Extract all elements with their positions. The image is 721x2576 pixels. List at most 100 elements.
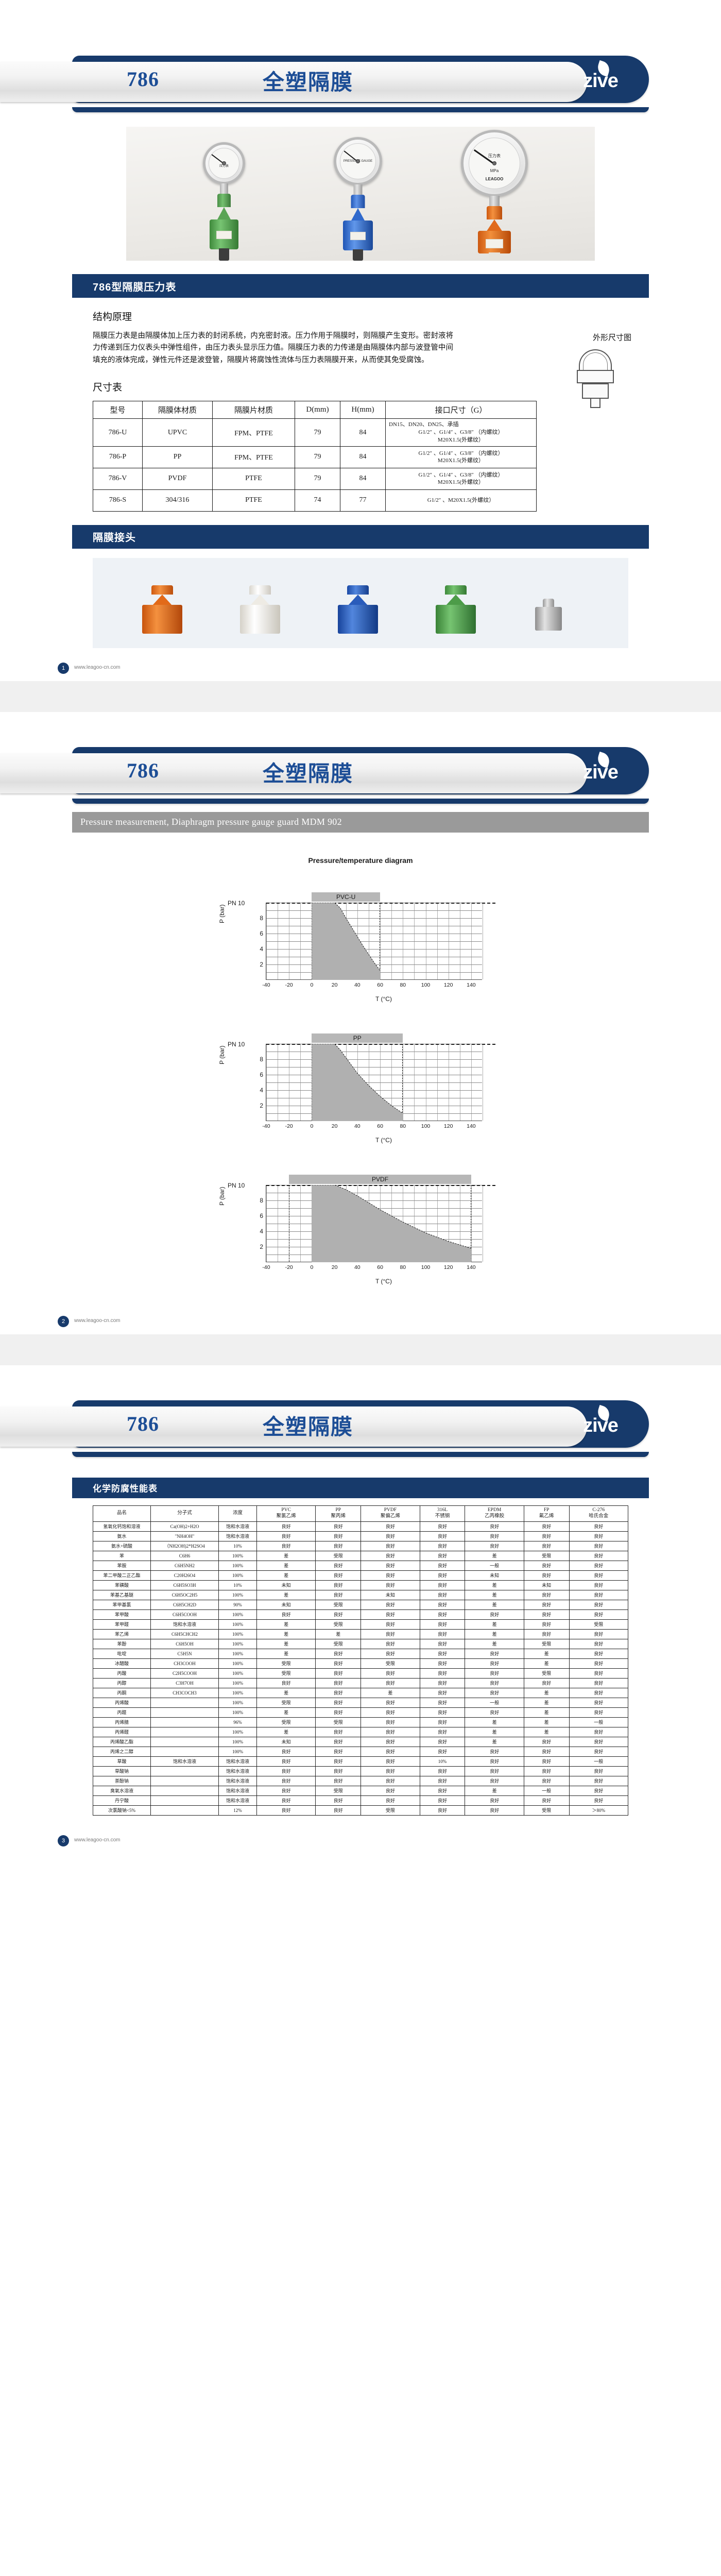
- chem-conc-cell: 饱和水溶液: [218, 1756, 257, 1767]
- chem-rating-cell: 良好: [569, 1580, 629, 1590]
- y-tick: 4: [260, 945, 263, 953]
- gridline-v: [414, 902, 415, 979]
- chem-name-cell: 丙醇: [93, 1677, 151, 1688]
- connection-stem: [489, 252, 500, 261]
- curve-area: [312, 902, 381, 980]
- drawing-body-bottom: [582, 383, 609, 399]
- chem-name-cell: 草酸: [93, 1756, 151, 1767]
- x-tick: -40: [262, 981, 270, 988]
- chem-rating-cell: 受限: [523, 1668, 570, 1679]
- chem-rating-cell: 良好: [523, 1589, 570, 1600]
- dimension-table: 型号 隔膜体材质 隔膜片材质 D(mm) H(mm) 接口尺寸（G） 786-U…: [93, 401, 537, 512]
- chem-formula-cell: CH3COCH3: [150, 1687, 219, 1698]
- gridline-v: [414, 1043, 415, 1121]
- chem-rating-cell: 良好: [569, 1736, 629, 1747]
- chem-rating-cell: 良好: [569, 1668, 629, 1679]
- chem-rating-cell: 良好: [360, 1775, 420, 1786]
- x-tick: 120: [443, 1123, 453, 1129]
- chem-formula-cell: [150, 1785, 219, 1796]
- y-tick: 8: [260, 1055, 263, 1063]
- chem-rating-cell: 受限: [523, 1638, 570, 1649]
- curve-area: [312, 1184, 472, 1262]
- chem-rating-cell: 良好: [256, 1521, 316, 1532]
- chem-rating-cell: 差: [256, 1629, 316, 1639]
- gauge-neck: [489, 196, 500, 207]
- chem-rating-cell: 良好: [465, 1766, 524, 1776]
- y-tick: 6: [260, 1071, 263, 1078]
- chem-rating-cell: 良好: [315, 1795, 362, 1806]
- chem-formula-cell: C3H7OH: [150, 1677, 219, 1688]
- y-tick: 6: [260, 929, 263, 937]
- chem-rating-cell: 良好: [315, 1589, 362, 1600]
- joint-cap: [249, 585, 271, 595]
- chem-rating-cell: 良好: [419, 1599, 466, 1610]
- chem-rating-cell: 良好: [315, 1580, 362, 1590]
- chem-rating-cell: 良好: [569, 1726, 629, 1737]
- chem-rating-cell: 受限: [360, 1805, 420, 1816]
- chem-rating-cell: 良好: [360, 1609, 420, 1620]
- chem-rating-cell: 良好: [315, 1687, 362, 1698]
- chem-rating-cell: 差: [465, 1736, 524, 1747]
- joint-base: [142, 604, 182, 634]
- joint-cap: [445, 585, 467, 595]
- th-height: H(mm): [340, 401, 386, 419]
- joint-blue: [324, 585, 391, 635]
- drawing-stem: [590, 399, 600, 408]
- chem-rating-cell: 受限: [256, 1697, 316, 1708]
- chem-th-5: PVDF 聚偏乙烯: [360, 1505, 420, 1522]
- connection-cell: G1/2″ 、G1/4″ 、G3/8″ （内螺纹） M20X1.5(外螺纹）: [385, 446, 537, 468]
- gauge-neck: [220, 183, 228, 195]
- footer-url[interactable]: www.leagoo-cn.com: [74, 1317, 121, 1324]
- chem-rating-cell: 良好: [523, 1521, 570, 1532]
- chem-rating-cell: 差: [465, 1580, 524, 1590]
- chem-conc-cell: 100%: [218, 1668, 257, 1679]
- chem-formula-cell: C6H5CHCH2: [150, 1629, 219, 1639]
- chem-formula-cell: 饱和水溶液: [150, 1619, 219, 1630]
- y-tick: 2: [260, 1101, 263, 1109]
- chem-rating-cell: 良好: [419, 1589, 466, 1600]
- chem-rating-cell: 良好: [360, 1795, 420, 1806]
- footer-url[interactable]: www.leagoo-cn.com: [74, 664, 121, 670]
- chem-th-6: 316L 不锈钢: [419, 1505, 466, 1522]
- chem-rating-cell: 良好: [360, 1550, 420, 1561]
- chem-rating-cell: 差: [465, 1599, 524, 1610]
- chem-rating-cell: 良好: [465, 1658, 524, 1669]
- page-number-badge: 2: [58, 1315, 69, 1327]
- chem-table-row: 苯二甲酸二正乙酯 C20H26O4 100% 差良好 良好 良好 未知 良好 良好: [93, 1570, 629, 1581]
- pn-10-line: [266, 902, 495, 904]
- chem-conc-cell: 100%: [218, 1746, 257, 1757]
- connection-stem: [353, 249, 363, 261]
- chem-rating-cell: 良好: [569, 1540, 629, 1551]
- chem-table-row: 草酸钠 饱和水溶液 良好 良好 良好 良好 良好 良好 良好: [93, 1766, 629, 1776]
- page1-banner: 786 全塑隔膜 zive: [0, 52, 649, 107]
- page-separator-2: [0, 1334, 721, 1365]
- gauge-dial: 压力表: [208, 147, 240, 179]
- chem-rating-cell: 良好: [569, 1766, 629, 1776]
- diaphragm-material-cell: PTFE: [212, 467, 295, 490]
- chart-pvdf: P (bar) PN 10 PVDF 2 4 6 8 -40 -20 0 20 40 60 80 100 12…: [216, 1159, 505, 1285]
- chem-rating-cell: 良好: [465, 1677, 524, 1688]
- chem-rating-cell: 良好: [569, 1599, 629, 1610]
- chem-name-cell: 丙酸: [93, 1668, 151, 1679]
- chem-rating-cell: 良好: [360, 1521, 420, 1532]
- chem-formula-cell: C6H5NH2: [150, 1560, 219, 1571]
- x-tick: 0: [310, 981, 314, 988]
- page2-banner: 786 全塑隔膜 zive: [0, 743, 649, 799]
- joint-base: [535, 606, 562, 631]
- footer-url[interactable]: www.leagoo-cn.com: [74, 1837, 121, 1843]
- chem-formula-cell: [150, 1775, 219, 1786]
- chem-rating-cell: 良好: [360, 1717, 420, 1727]
- chem-formula-cell: C6H5OC2H5: [150, 1589, 219, 1600]
- joint-cone: [445, 594, 466, 606]
- chem-th-7: EPDM 乙丙橡胶: [465, 1505, 524, 1522]
- chem-rating-cell: 良好: [419, 1795, 466, 1806]
- x-axis-label: T (°C): [375, 1277, 392, 1285]
- chem-rating-cell: 良好: [419, 1805, 466, 1816]
- th-diaphragm-material: 隔膜片材质: [212, 401, 295, 419]
- chem-name-cell: 丙烯之二醇: [93, 1746, 151, 1757]
- chem-rating-cell: 良好: [315, 1766, 362, 1776]
- chem-rating-cell: 受限: [360, 1658, 420, 1669]
- chem-rating-cell: 差: [256, 1648, 316, 1659]
- chem-rating-cell: 良好: [523, 1531, 570, 1541]
- dial-unit-text: 压力表: [488, 154, 501, 159]
